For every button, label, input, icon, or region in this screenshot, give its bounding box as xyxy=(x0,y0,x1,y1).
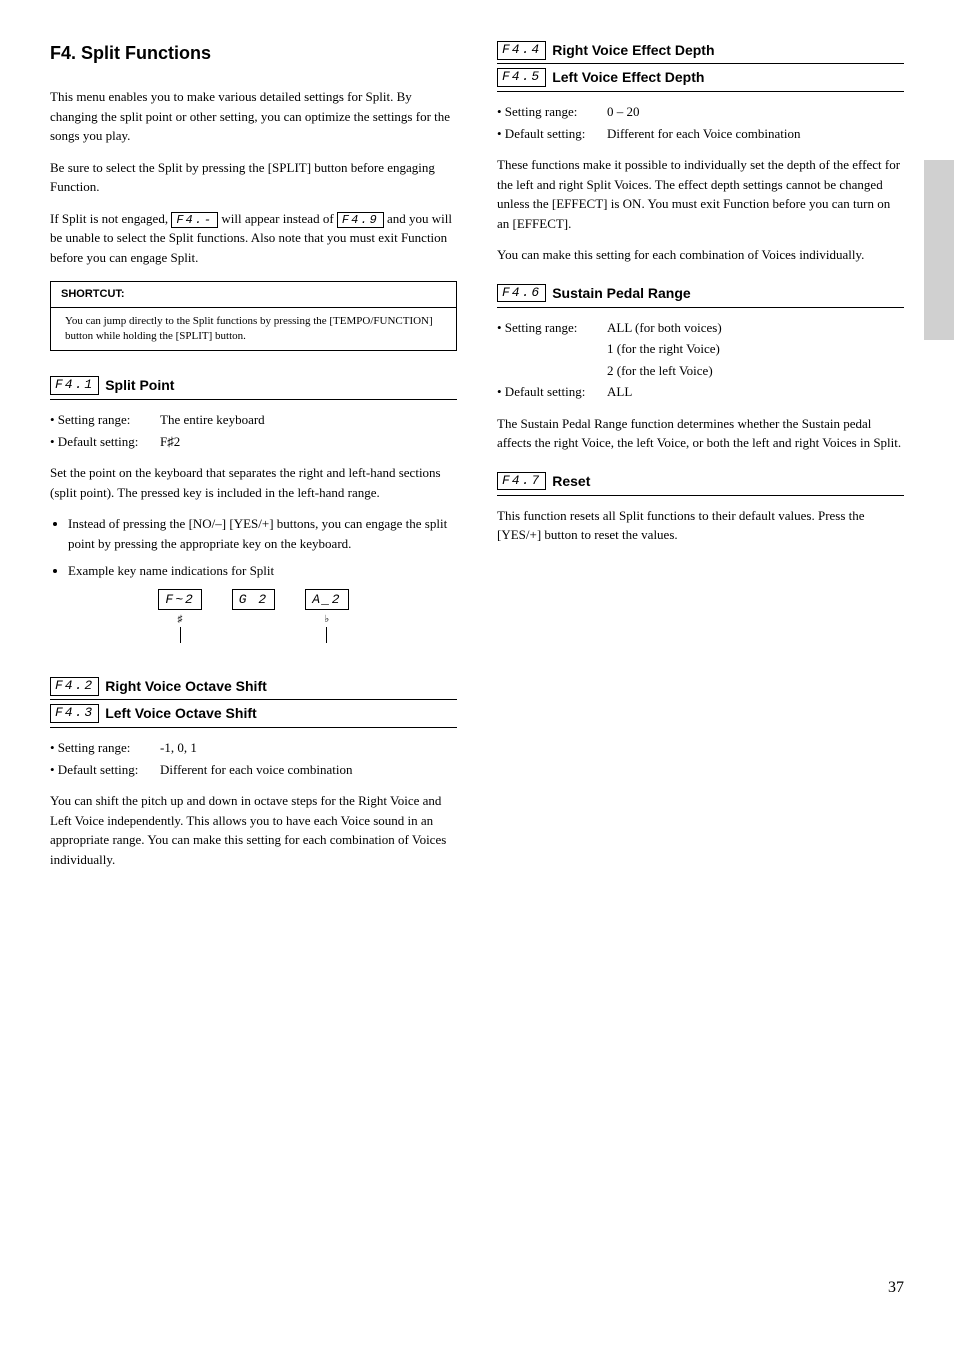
pointer-line xyxy=(180,627,181,643)
lcd-code: F4.7 xyxy=(497,472,546,491)
setting-value: Different for each voice combination xyxy=(160,760,353,780)
shortcut-box: SHORTCUT: You can jump directly to the S… xyxy=(50,281,457,351)
subsection-f41: F4.1 Split Point xyxy=(50,375,457,400)
setting-value: ALL (for both voices) xyxy=(607,318,722,338)
body-text: You can make this setting for each combi… xyxy=(497,245,904,265)
subsection-f46: F4.6 Sustain Pedal Range xyxy=(497,283,904,308)
setting-range: • Setting range: ALL (for both voices) xyxy=(497,318,904,338)
symbol-row: ♭ xyxy=(305,612,348,636)
lcd-code: F4.6 xyxy=(497,284,546,303)
subsection-title: Reset xyxy=(552,471,590,492)
text-run: If Split is not engaged, xyxy=(50,211,171,226)
setting-value: 2 (for the left Voice) xyxy=(607,361,713,381)
setting-value: 0 – 20 xyxy=(607,102,640,122)
body-text: This function resets all Split functions… xyxy=(497,506,904,545)
setting-label: • Default setting: xyxy=(50,760,160,780)
setting-range-extra: 2 (for the left Voice) xyxy=(497,361,904,381)
two-column-layout: F4. Split Functions This menu enables yo… xyxy=(50,40,904,881)
spacer xyxy=(497,339,607,359)
intro-paragraph-2: Be sure to select the Split by pressing … xyxy=(50,158,457,197)
key-example: F~2 ♯ xyxy=(158,589,201,637)
subsection-title: Left Voice Effect Depth xyxy=(552,67,704,88)
setting-range-extra: 1 (for the right Voice) xyxy=(497,339,904,359)
bullet-list: Instead of pressing the [NO/–] [YES/+] b… xyxy=(50,514,457,581)
setting-range: • Setting range: The entire keyboard xyxy=(50,410,457,430)
subsection-title: Sustain Pedal Range xyxy=(552,283,690,304)
shortcut-body: You can jump directly to the Split funct… xyxy=(51,308,456,351)
setting-value: ALL xyxy=(607,382,632,402)
setting-label: • Setting range: xyxy=(50,410,160,430)
symbol-row: ♯ xyxy=(158,612,201,636)
accidental-symbol: ♯ xyxy=(178,614,183,625)
setting-default: • Default setting: ALL xyxy=(497,382,904,402)
lcd-code: F4.4 xyxy=(497,41,546,60)
subsection-f45: F4.5 Left Voice Effect Depth xyxy=(497,67,904,92)
subsection-f42: F4.2 Right Voice Octave Shift xyxy=(50,676,457,700)
section-title: F4. Split Functions xyxy=(50,40,457,67)
subsection-title: Right Voice Effect Depth xyxy=(552,40,714,61)
settings-block: • Setting range: ALL (for both voices) 1… xyxy=(497,318,904,402)
setting-label: • Default setting: xyxy=(497,124,607,144)
list-item: Instead of pressing the [NO/–] [YES/+] b… xyxy=(68,514,457,553)
subsection-title: Left Voice Octave Shift xyxy=(105,703,256,724)
left-column: F4. Split Functions This menu enables yo… xyxy=(50,40,457,881)
body-text: These functions make it possible to indi… xyxy=(497,155,904,233)
key-example: A_2 ♭ xyxy=(305,589,348,637)
subsection-f47: F4.7 Reset xyxy=(497,471,904,496)
pointer-line xyxy=(326,627,327,643)
body-text: The Sustain Pedal Range function determi… xyxy=(497,414,904,453)
lcd-inline: F4.9 xyxy=(337,212,384,228)
settings-block: • Setting range: 0 – 20 • Default settin… xyxy=(497,102,904,143)
settings-block: • Setting range: -1, 0, 1 • Default sett… xyxy=(50,738,457,779)
setting-value: The entire keyboard xyxy=(160,410,265,430)
lcd-code: F4.3 xyxy=(50,704,99,723)
setting-default: • Default setting: Different for each vo… xyxy=(50,760,457,780)
lcd-code: F4.1 xyxy=(50,376,99,395)
text-run: will appear instead of xyxy=(221,211,337,226)
body-text: You can shift the pitch up and down in o… xyxy=(50,791,457,869)
setting-range: • Setting range: 0 – 20 xyxy=(497,102,904,122)
page-number: 37 xyxy=(888,1276,904,1300)
body-text: Set the point on the keyboard that separ… xyxy=(50,463,457,502)
intro-paragraph-3: If Split is not engaged, F4.- will appea… xyxy=(50,209,457,268)
setting-label: • Default setting: xyxy=(497,382,607,402)
shortcut-header: SHORTCUT: xyxy=(51,282,456,308)
lcd-example: G 2 xyxy=(232,589,275,611)
setting-range: • Setting range: -1, 0, 1 xyxy=(50,738,457,758)
setting-value: 1 (for the right Voice) xyxy=(607,339,720,359)
setting-label: • Default setting: xyxy=(50,432,160,452)
side-tab xyxy=(924,160,954,340)
intro-paragraph-1: This menu enables you to make various de… xyxy=(50,87,457,146)
page: F4. Split Functions This menu enables yo… xyxy=(50,40,904,1300)
lcd-example: F~2 xyxy=(158,589,201,611)
key-examples: F~2 ♯ G 2 A_2 ♭ xyxy=(50,589,457,637)
lcd-example: A_2 xyxy=(305,589,348,611)
subsection-f44: F4.4 Right Voice Effect Depth xyxy=(497,40,904,64)
settings-block: • Setting range: The entire keyboard • D… xyxy=(50,410,457,451)
lcd-code: F4.5 xyxy=(497,68,546,87)
setting-value: -1, 0, 1 xyxy=(160,738,197,758)
setting-label: • Setting range: xyxy=(50,738,160,758)
setting-label: • Setting range: xyxy=(497,318,607,338)
setting-value: Different for each Voice combination xyxy=(607,124,801,144)
key-example: G 2 xyxy=(232,589,275,637)
setting-label: • Setting range: xyxy=(497,102,607,122)
setting-default: • Default setting: F♯2 xyxy=(50,432,457,452)
accidental-symbol: ♭ xyxy=(325,614,330,625)
subsection-title: Right Voice Octave Shift xyxy=(105,676,267,697)
lcd-inline: F4.- xyxy=(171,212,218,228)
setting-value: F♯2 xyxy=(160,432,180,452)
subsection-f43: F4.3 Left Voice Octave Shift xyxy=(50,703,457,728)
right-column: F4.4 Right Voice Effect Depth F4.5 Left … xyxy=(497,40,904,881)
lcd-code: F4.2 xyxy=(50,677,99,696)
setting-default: • Default setting: Different for each Vo… xyxy=(497,124,904,144)
symbol-row xyxy=(232,612,275,636)
spacer xyxy=(497,361,607,381)
list-item: Example key name indications for Split xyxy=(68,561,457,581)
subsection-title: Split Point xyxy=(105,375,174,396)
